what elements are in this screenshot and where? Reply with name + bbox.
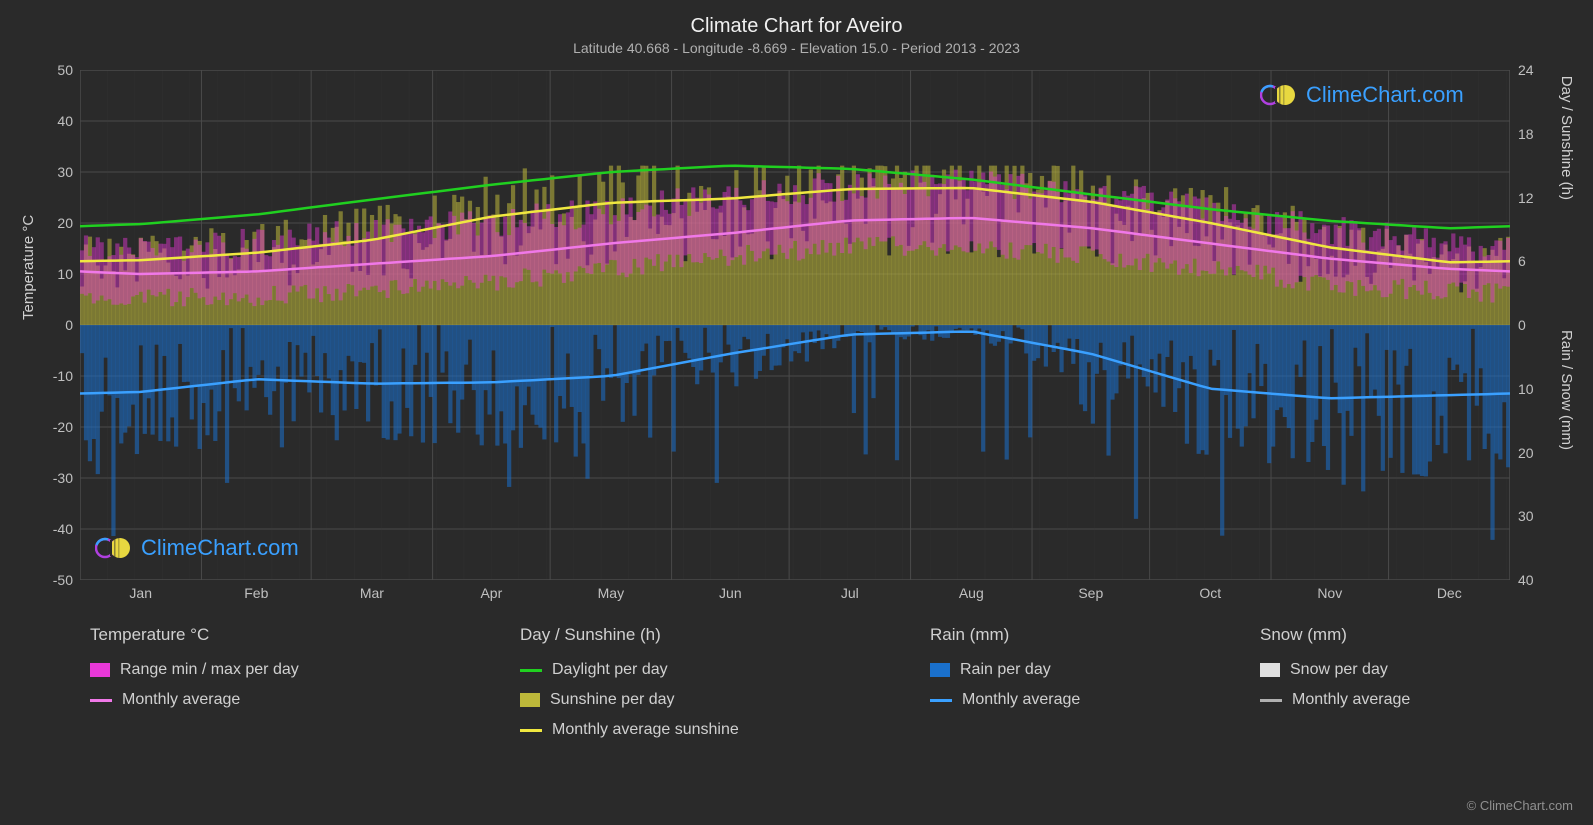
logo-icon: [95, 536, 135, 560]
legend-item: Monthly average: [930, 691, 1210, 709]
tick-left: 50: [57, 62, 73, 78]
legend-column: Temperature °C Range min / max per day Mon…: [90, 625, 470, 739]
month-label: Aug: [959, 585, 984, 601]
month-label: Feb: [244, 585, 268, 601]
legend-header: Snow (mm): [1260, 625, 1410, 645]
legend-label: Daylight per day: [552, 661, 668, 679]
legend-label: Monthly average sunshine: [552, 721, 739, 739]
tick-left: -50: [53, 572, 73, 588]
legend-line-icon: [1260, 699, 1282, 702]
chart-svg: [80, 70, 1510, 580]
legend-swatch-icon: [90, 663, 110, 677]
watermark-text: ClimeChart.com: [141, 535, 299, 561]
legend-item: Snow per day: [1260, 661, 1410, 679]
legend-label: Range min / max per day: [120, 661, 299, 679]
legend: Temperature °C Range min / max per day Mon…: [90, 625, 1553, 739]
tick-left: -20: [53, 419, 73, 435]
tick-left: -30: [53, 470, 73, 486]
legend-line-icon: [520, 669, 542, 672]
legend-item: Daylight per day: [520, 661, 880, 679]
legend-label: Monthly average: [122, 691, 240, 709]
watermark-text: ClimeChart.com: [1306, 82, 1464, 108]
legend-column: Rain (mm) Rain per day Monthly average: [930, 625, 1210, 739]
logo-icon: [1260, 83, 1300, 107]
month-label: Oct: [1199, 585, 1221, 601]
legend-header: Day / Sunshine (h): [520, 625, 880, 645]
legend-label: Rain per day: [960, 661, 1051, 679]
legend-swatch-icon: [930, 663, 950, 677]
month-label: Dec: [1437, 585, 1462, 601]
legend-column: Day / Sunshine (h) Daylight per day Sunshi…: [520, 625, 880, 739]
chart-subtitle: Latitude 40.668 - Longitude -8.669 - Ele…: [0, 40, 1593, 56]
month-label: Jul: [841, 585, 859, 601]
copyright: © ClimeChart.com: [1467, 798, 1573, 813]
month-label: Nov: [1317, 585, 1342, 601]
chart-title: Climate Chart for Aveiro: [0, 15, 1593, 38]
tick-right: 6: [1518, 253, 1526, 269]
chart-plot-area: [80, 70, 1510, 580]
y-axis-right-bottom-label: Rain / Snow (mm): [1558, 330, 1575, 450]
tick-right: 18: [1518, 126, 1534, 142]
legend-label: Sunshine per day: [550, 691, 675, 709]
month-label: May: [598, 585, 624, 601]
legend-swatch-icon: [520, 693, 540, 707]
tick-right: 0: [1518, 317, 1526, 333]
legend-label: Snow per day: [1290, 661, 1388, 679]
tick-left: 30: [57, 164, 73, 180]
legend-item: Range min / max per day: [90, 661, 470, 679]
legend-item: Monthly average sunshine: [520, 721, 880, 739]
tick-right: 30: [1518, 508, 1534, 524]
legend-item: Monthly average: [90, 691, 470, 709]
legend-header: Rain (mm): [930, 625, 1210, 645]
month-label: Apr: [480, 585, 502, 601]
month-label: Mar: [360, 585, 384, 601]
tick-left: -40: [53, 521, 73, 537]
legend-header: Temperature °C: [90, 625, 470, 645]
tick-right: 40: [1518, 572, 1534, 588]
tick-left: 10: [57, 266, 73, 282]
legend-line-icon: [520, 729, 542, 732]
y-axis-left-label: Temperature °C: [20, 215, 37, 320]
month-label: Jan: [129, 585, 152, 601]
tick-right: 20: [1518, 445, 1534, 461]
month-label: Jun: [719, 585, 742, 601]
legend-line-icon: [930, 699, 952, 702]
legend-column: Snow (mm) Snow per day Monthly average: [1260, 625, 1410, 739]
tick-right: 24: [1518, 62, 1534, 78]
tick-left: -10: [53, 368, 73, 384]
legend-label: Monthly average: [1292, 691, 1410, 709]
y-axis-right-top-label: Day / Sunshine (h): [1558, 76, 1575, 200]
month-label: Sep: [1078, 585, 1103, 601]
legend-item: Rain per day: [930, 661, 1210, 679]
tick-left: 40: [57, 113, 73, 129]
legend-swatch-icon: [1260, 663, 1280, 677]
tick-right: 12: [1518, 190, 1534, 206]
legend-item: Sunshine per day: [520, 691, 880, 709]
watermark-bottom: ClimeChart.com: [95, 535, 299, 561]
tick-right: 10: [1518, 381, 1534, 397]
watermark-top: ClimeChart.com: [1260, 82, 1464, 108]
legend-label: Monthly average: [962, 691, 1080, 709]
legend-line-icon: [90, 699, 112, 702]
legend-item: Monthly average: [1260, 691, 1410, 709]
tick-left: 0: [65, 317, 73, 333]
tick-left: 20: [57, 215, 73, 231]
